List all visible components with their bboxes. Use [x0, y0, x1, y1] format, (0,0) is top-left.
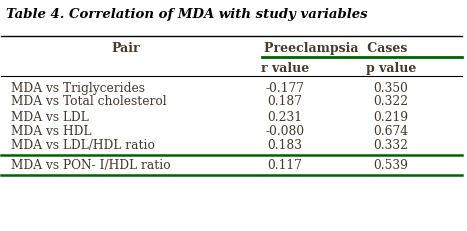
Text: -0.177: -0.177: [265, 81, 304, 94]
Text: -0.080: -0.080: [265, 125, 304, 137]
Text: 0.183: 0.183: [267, 138, 302, 151]
Text: 0.674: 0.674: [373, 125, 409, 137]
Text: 0.187: 0.187: [267, 95, 302, 108]
Text: 0.231: 0.231: [267, 111, 302, 124]
Text: MDA vs HDL: MDA vs HDL: [11, 125, 91, 137]
Text: 0.219: 0.219: [373, 111, 409, 124]
Text: Table 4. Correlation of MDA with study variables: Table 4. Correlation of MDA with study v…: [6, 8, 368, 21]
Text: MDA vs Triglycerides: MDA vs Triglycerides: [11, 81, 145, 94]
Text: Pair: Pair: [112, 42, 140, 55]
Text: 0.322: 0.322: [373, 95, 409, 108]
Text: 0.539: 0.539: [373, 159, 408, 172]
Text: 0.350: 0.350: [374, 81, 408, 94]
Text: p value: p value: [366, 61, 416, 75]
Text: 0.117: 0.117: [268, 159, 302, 172]
Text: MDA vs Total cholesterol: MDA vs Total cholesterol: [11, 95, 166, 108]
Text: 0.332: 0.332: [373, 138, 408, 151]
Text: r value: r value: [261, 61, 309, 75]
Text: Preeclampsia  Cases: Preeclampsia Cases: [264, 42, 407, 55]
Text: MDA vs LDL/HDL ratio: MDA vs LDL/HDL ratio: [11, 138, 155, 151]
Text: MDA vs PON- I/HDL ratio: MDA vs PON- I/HDL ratio: [11, 159, 170, 172]
Text: MDA vs LDL: MDA vs LDL: [11, 111, 88, 124]
